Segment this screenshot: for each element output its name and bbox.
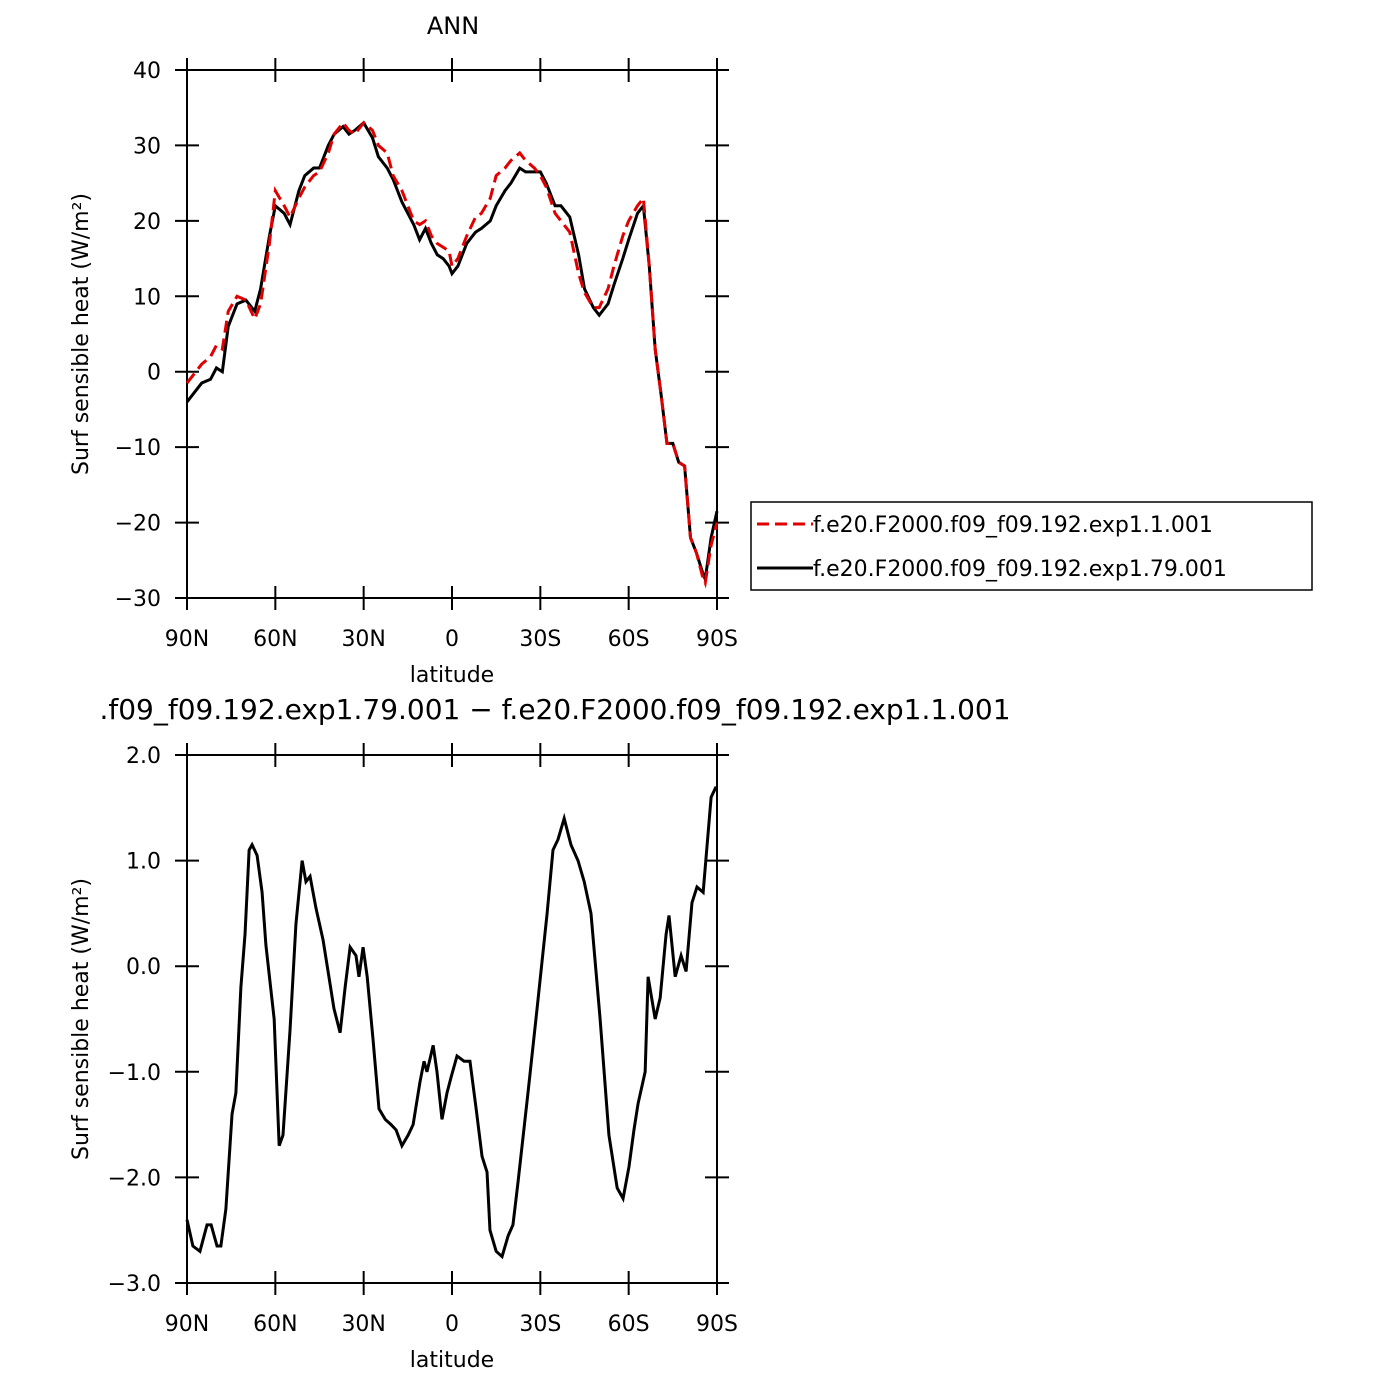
legend-box [750, 501, 1313, 591]
data-line [185, 786, 718, 1260]
y-tick-label: −30 [115, 587, 161, 612]
legend-label: f.e20.F2000.f09_f09.192.exp1.79.001 [813, 557, 1227, 582]
x-tick-label: 0 [445, 627, 459, 652]
y-axis-label: Surf sensible heat (W/m²) [69, 193, 94, 475]
y-tick-label: 0.0 [126, 955, 161, 980]
y-tick-label: −10 [115, 436, 161, 461]
x-axis-label: latitude [410, 663, 494, 688]
x-tick-label: 60N [253, 1312, 297, 1337]
x-tick-label: 90S [696, 627, 738, 652]
x-tick-label: 90N [165, 1312, 209, 1337]
x-tick-label: 60S [608, 1312, 650, 1337]
y-tick-label: 10 [133, 285, 161, 310]
legend-label: f.e20.F2000.f09_f09.192.exp1.1.001 [813, 513, 1213, 538]
y-tick-label: −20 [115, 512, 161, 537]
x-tick-label: 90N [165, 627, 209, 652]
chart-title: .f09_f09.192.exp1.79.001 − f.e20.F2000.f… [99, 693, 1010, 726]
y-tick-label: 2.0 [126, 744, 161, 769]
y-tick-label: 20 [133, 210, 161, 235]
x-tick-label: 60N [253, 627, 297, 652]
x-tick-label: 0 [445, 1312, 459, 1337]
x-tick-label: 90S [696, 1312, 738, 1337]
x-axis-label: latitude [410, 1348, 494, 1373]
x-tick-label: 30S [519, 1312, 561, 1337]
y-tick-label: −2.0 [108, 1166, 161, 1191]
y-axis-label: Surf sensible heat (W/m²) [69, 878, 94, 1160]
chart-title: ANN [427, 12, 479, 40]
y-tick-label: −3.0 [108, 1272, 161, 1297]
plot-frame [186, 69, 718, 599]
x-tick-label: 60S [608, 627, 650, 652]
y-tick-label: 30 [133, 134, 161, 159]
data-line [185, 120, 719, 586]
y-tick-label: 0 [147, 361, 161, 386]
x-tick-label: 30N [341, 627, 385, 652]
y-tick-label: −1.0 [108, 1061, 161, 1086]
x-tick-label: 30N [341, 1312, 385, 1337]
y-tick-label: 40 [133, 59, 161, 84]
data-line [185, 120, 719, 589]
y-tick-label: 1.0 [126, 850, 161, 875]
x-tick-label: 30S [519, 627, 561, 652]
plot-frame [186, 754, 718, 1284]
